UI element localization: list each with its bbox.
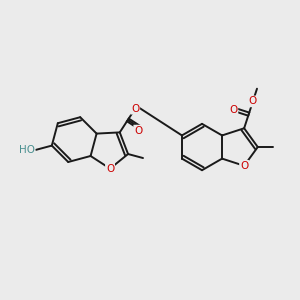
Text: O: O bbox=[229, 105, 237, 115]
Text: HO: HO bbox=[19, 145, 34, 155]
Text: O: O bbox=[134, 126, 142, 136]
Text: O: O bbox=[131, 104, 139, 114]
Text: O: O bbox=[106, 164, 114, 174]
Text: O: O bbox=[249, 96, 257, 106]
Text: O: O bbox=[240, 161, 248, 171]
